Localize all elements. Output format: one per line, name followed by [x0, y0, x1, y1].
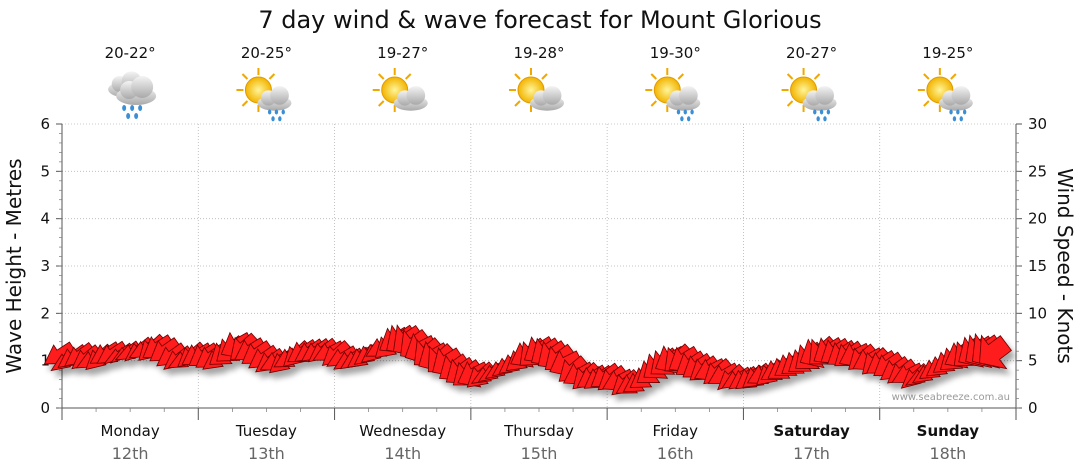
y2-tick-label: 5 — [1028, 352, 1038, 370]
date-label: 12th — [112, 444, 149, 463]
date-label: 17th — [793, 444, 830, 463]
wind-arrow — [979, 334, 1012, 370]
y2-axis-title: Wind Speed - Knots — [1053, 168, 1077, 364]
day-label: Monday — [101, 422, 160, 440]
sun-cloud-rain-icon — [644, 67, 701, 122]
sun-cloud-rain-icon — [235, 67, 292, 122]
day-label: Saturday — [773, 422, 850, 440]
y-tick-label: 2 — [40, 304, 50, 322]
y-axis-title: Wave Height - Metres — [2, 158, 26, 373]
y-tick-label: 1 — [40, 352, 50, 370]
y-tick-label: 6 — [40, 115, 50, 133]
day-label: Thursday — [503, 422, 574, 440]
day-label: Sunday — [917, 422, 980, 440]
temp-label: 19-25° — [922, 44, 973, 62]
temp-label: 19-28° — [513, 44, 564, 62]
temp-label: 20-25° — [241, 44, 292, 62]
y-tick-label: 0 — [40, 399, 50, 417]
temp-label: 19-30° — [650, 44, 701, 62]
rain-cloud-icon — [108, 71, 157, 119]
y2-tick-label: 20 — [1028, 210, 1047, 228]
temp-label: 19-27° — [377, 44, 428, 62]
date-label: 15th — [521, 444, 558, 463]
date-label: 16th — [657, 444, 694, 463]
y2-tick-label: 10 — [1028, 304, 1047, 322]
temp-label: 20-22° — [105, 44, 156, 62]
date-label: 14th — [384, 444, 421, 463]
day-label: Tuesday — [235, 422, 297, 440]
y2-tick-label: 25 — [1028, 162, 1047, 180]
y-tick-label: 3 — [40, 257, 50, 275]
sun-cloud-rain-icon — [780, 67, 837, 122]
chart-title: 7 day wind & wave forecast for Mount Glo… — [258, 6, 821, 34]
y2-tick-label: 15 — [1028, 257, 1047, 275]
credit-text: www.seabreeze.com.au — [892, 392, 1010, 403]
y2-tick-label: 30 — [1028, 115, 1047, 133]
date-label: 13th — [248, 444, 285, 463]
y-tick-label: 5 — [40, 162, 50, 180]
y2-tick-label: 0 — [1028, 399, 1038, 417]
sun-cloud-rain-icon — [916, 67, 973, 122]
day-label: Wednesday — [359, 422, 446, 440]
day-label: Friday — [653, 422, 699, 440]
sun-cloud-icon — [508, 67, 564, 113]
y-tick-label: 4 — [40, 210, 50, 228]
temp-label: 20-27° — [786, 44, 837, 62]
date-label: 18th — [929, 444, 966, 463]
sun-cloud-icon — [371, 67, 428, 113]
